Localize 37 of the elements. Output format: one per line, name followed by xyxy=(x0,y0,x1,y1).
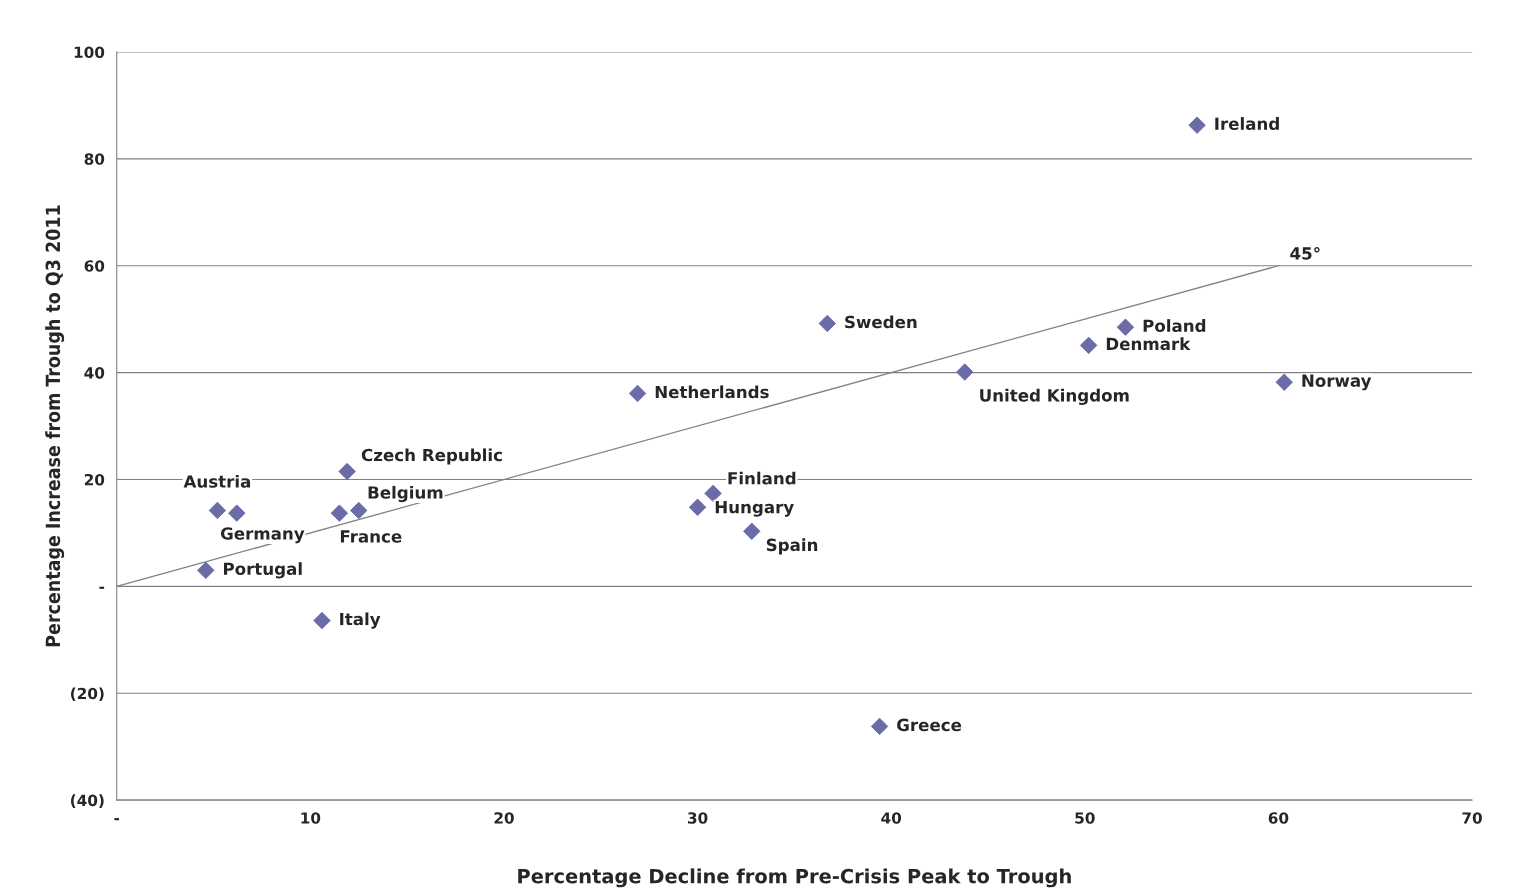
x-tick-label: 50 xyxy=(1075,812,1095,824)
annotation: Hungary xyxy=(715,500,794,517)
x-tick-label: 30 xyxy=(687,812,708,824)
annotation: Denmark xyxy=(1106,337,1191,351)
annotation: 45° xyxy=(1290,247,1320,260)
annotation: Sweden xyxy=(845,315,917,329)
y-tick-label: (40) xyxy=(71,794,104,808)
annotation: Greece xyxy=(897,718,962,732)
x-tick-label: 10 xyxy=(301,812,321,824)
annotation: Ireland xyxy=(1215,117,1279,131)
y-tick-label: 40 xyxy=(84,367,105,379)
annotation: Netherlands xyxy=(655,385,769,399)
x-tick-label: 70 xyxy=(1462,812,1482,824)
annotation: Finland xyxy=(728,471,796,485)
x-tick-label: 60 xyxy=(1268,812,1289,824)
y-axis-title: Percentage Increase from Trough to Q3 2011 xyxy=(45,205,65,647)
y-tick-label: 100 xyxy=(74,46,105,58)
y-tick-label: - xyxy=(99,586,105,589)
annotation: Belgium xyxy=(368,485,443,503)
annotation: Norway xyxy=(1302,374,1372,391)
x-tick-label: 20 xyxy=(494,812,514,824)
annotation: Italy xyxy=(340,612,381,629)
annotation: Germany xyxy=(220,527,305,544)
annotation: Poland xyxy=(1143,319,1206,333)
annotation: Spain xyxy=(766,538,818,555)
x-tick-label: - xyxy=(114,818,120,821)
annotation: Czech Republic xyxy=(361,448,502,465)
annotation: United Kingdom xyxy=(980,388,1129,405)
y-tick-label: 20 xyxy=(84,473,105,486)
y-tick-label: 60 xyxy=(84,260,105,272)
y-tick-label: 80 xyxy=(84,153,105,165)
annotation: Portugal xyxy=(223,562,302,579)
annotation: France xyxy=(340,530,402,543)
annotation: Austria xyxy=(183,474,251,488)
x-tick-label: 40 xyxy=(881,812,902,824)
x-axis-title: Percentage Decline from Pre-Crisis Peak to Trough xyxy=(518,868,1071,888)
y-tick-label: (20) xyxy=(71,687,104,702)
